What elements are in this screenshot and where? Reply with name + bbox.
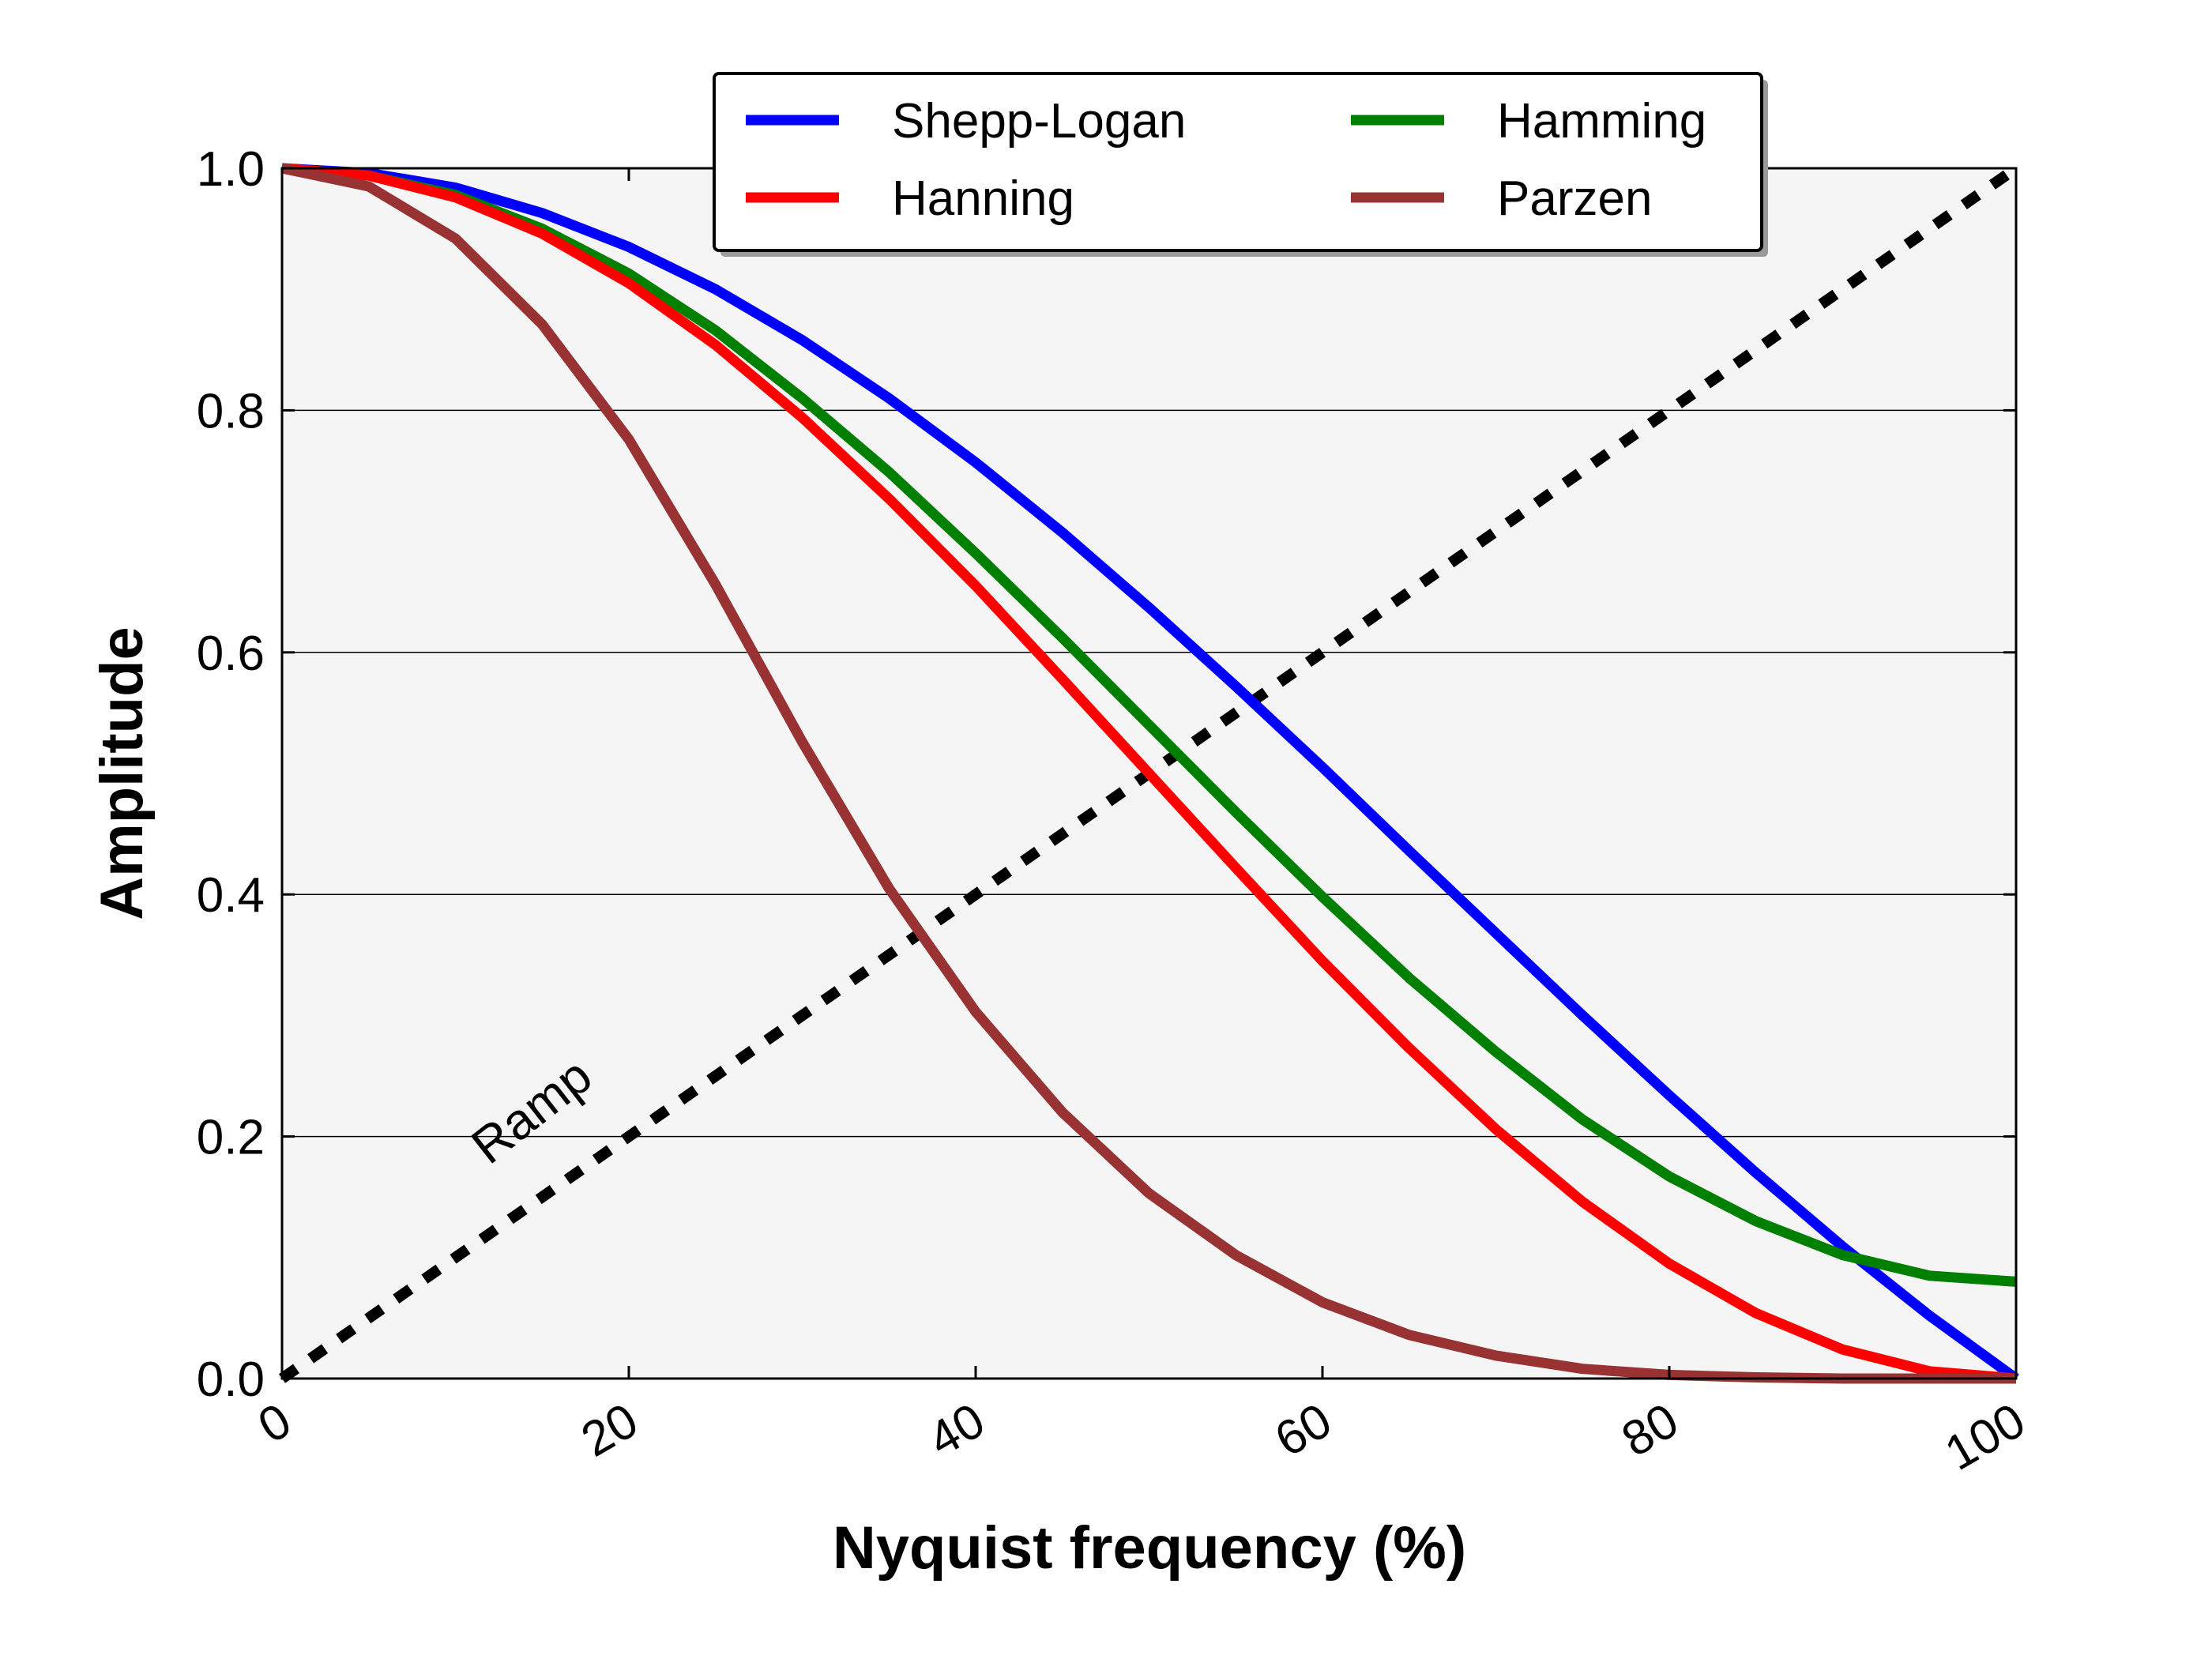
x-tick-label: 100 — [1936, 1393, 2034, 1480]
series-group — [278, 163, 2020, 1384]
legend-label-hamming: Hamming — [1497, 94, 1706, 149]
y-tick-label: 1.0 — [197, 142, 265, 197]
hanning-line — [281, 163, 2017, 1384]
y-tick-label: 0.4 — [197, 868, 265, 923]
x-tick-label: 20 — [573, 1393, 647, 1467]
hamming-line — [281, 163, 2017, 1287]
legend-label-shepp-logan: Shepp-Logan — [892, 94, 1186, 149]
y-axis-title: Amplitude — [88, 626, 156, 920]
y-tick-label: 0.6 — [197, 626, 265, 681]
legend: Shepp-Logan Hanning Hamming Parzen — [713, 72, 1768, 257]
legend-box — [713, 72, 1763, 252]
y-tick-label: 0.0 — [197, 1352, 265, 1407]
y-tick-label: 0.8 — [197, 384, 265, 438]
legend-label-hanning: Hanning — [892, 171, 1074, 226]
x-axis-title: Nyquist frequency (%) — [833, 1514, 1466, 1582]
y-tick-label: 0.2 — [197, 1111, 265, 1165]
shepp-logan-line — [281, 163, 2019, 1383]
x-tick-label: 80 — [1613, 1393, 1687, 1467]
x-tick-label: 40 — [920, 1393, 994, 1467]
parzen-line — [280, 163, 2016, 1384]
x-tick-label: 60 — [1266, 1393, 1341, 1467]
legend-label-parzen: Parzen — [1497, 171, 1652, 226]
